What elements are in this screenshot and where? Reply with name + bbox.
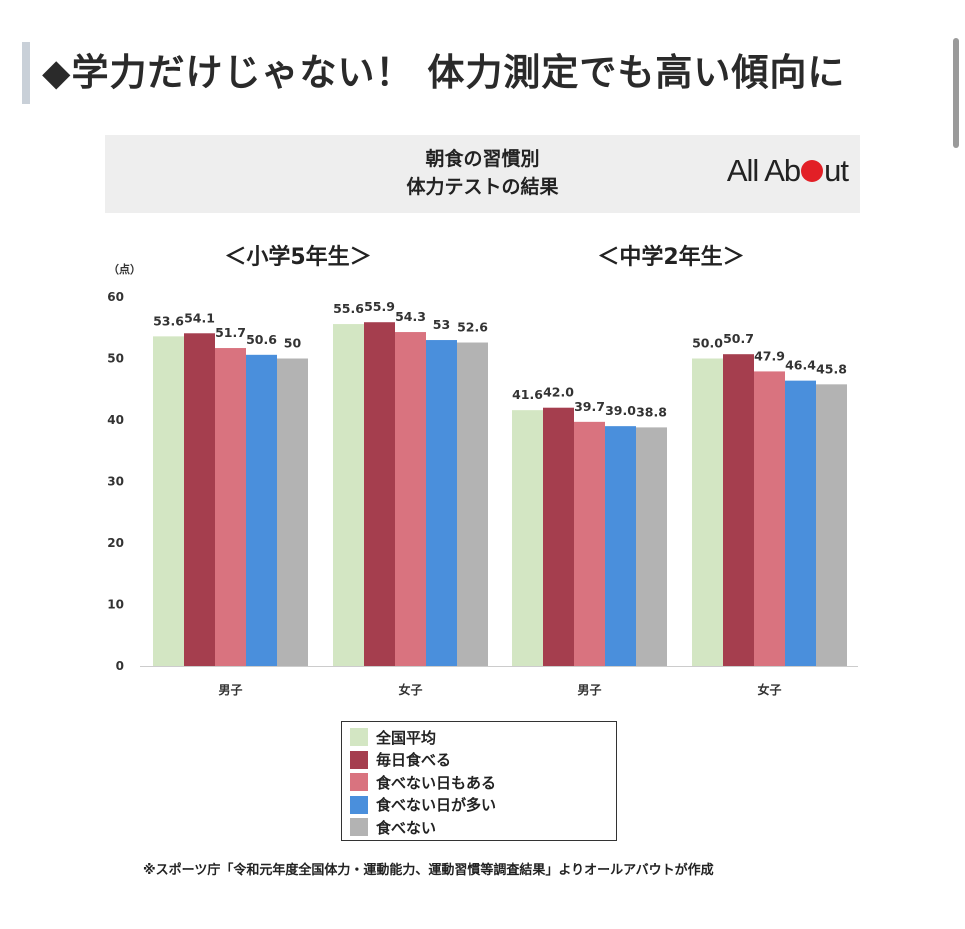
- legend-label: 全国平均: [376, 728, 437, 747]
- data-label: 47.9: [754, 348, 785, 363]
- x-tick-label: 女子: [398, 682, 422, 697]
- y-tick-label: 0: [116, 659, 124, 673]
- bar: [364, 322, 395, 666]
- legend-label: 食べない: [376, 818, 437, 837]
- data-label: 46.4: [785, 358, 816, 373]
- bar: [215, 348, 246, 666]
- bar: [457, 342, 488, 666]
- data-label: 52.6: [457, 320, 488, 335]
- group-label: ＜中学2年生＞: [597, 244, 744, 270]
- data-label: 50.7: [723, 331, 754, 346]
- data-label: 51.7: [215, 325, 246, 340]
- page-heading: ◆学力だけじゃない！ 体力測定でも高い傾向に: [42, 51, 846, 94]
- data-label: 55.6: [333, 301, 364, 316]
- data-label: 41.6: [512, 387, 543, 402]
- data-label: 55.9: [364, 299, 395, 314]
- legend-label: 食べない日が多い: [376, 796, 497, 815]
- logo-red-dot-icon: [801, 160, 824, 182]
- legend-item: 食べない: [350, 816, 608, 839]
- bar: [277, 358, 308, 666]
- data-label: 42.0: [543, 385, 574, 400]
- y-tick-label: 30: [107, 475, 124, 489]
- bar: [605, 426, 636, 666]
- data-label: 50.6: [246, 332, 277, 347]
- data-label: 54.1: [184, 310, 215, 325]
- legend-item: 全国平均: [350, 726, 608, 749]
- data-label: 38.8: [636, 404, 667, 419]
- bar: [785, 380, 816, 666]
- figure-title-line1: 朝食の習慣別: [425, 148, 540, 170]
- legend-label: 毎日食べる: [376, 751, 452, 770]
- bar: [636, 427, 667, 666]
- x-tick-label: 男子: [577, 683, 601, 697]
- data-label: 39.7: [574, 399, 605, 414]
- y-axis-unit: （点）: [108, 262, 141, 276]
- data-label: 39.0: [605, 403, 636, 418]
- allabout-logo: All Ab ut: [726, 153, 849, 189]
- data-label: 53.6: [153, 313, 184, 328]
- data-label: 54.3: [395, 309, 426, 324]
- bar: [426, 340, 457, 666]
- heading-accent-bar: [22, 42, 30, 104]
- data-label: 53: [433, 317, 450, 332]
- data-label: 50: [284, 336, 302, 351]
- legend-swatch: [350, 818, 368, 837]
- legend-swatch: [350, 795, 368, 814]
- legend-item: 食べない日もある: [350, 771, 608, 794]
- bar: [692, 358, 723, 666]
- legend-swatch: [350, 750, 368, 769]
- bar: [574, 421, 605, 666]
- figure-header: 朝食の習慣別 体力テストの結果 All Ab ut: [105, 135, 860, 213]
- logo-text-part1: All Ab: [726, 153, 801, 188]
- y-tick-label: 10: [107, 598, 124, 612]
- bar: [754, 371, 785, 666]
- y-tick-label: 20: [107, 536, 124, 550]
- figure-title: 朝食の習慣別 体力テストの結果: [105, 145, 860, 201]
- bar: [153, 336, 184, 666]
- logo-text-part2: ut: [824, 153, 849, 188]
- figure-title-line2: 体力テストの結果: [406, 176, 559, 198]
- chart-legend: 全国平均毎日食べる食べない日もある 食べない日が多い 食べない: [341, 721, 617, 841]
- scrollbar[interactable]: [953, 38, 959, 148]
- legend-label: 食べない日もある: [376, 773, 497, 792]
- legend-swatch: [350, 728, 368, 747]
- bar: [246, 354, 277, 666]
- bar: [543, 407, 574, 666]
- group-label: ＜小学5年生＞: [224, 244, 371, 270]
- data-label: 50.0: [692, 336, 723, 351]
- y-tick-label: 50: [107, 352, 124, 366]
- bar: [395, 332, 426, 666]
- bar: [723, 354, 754, 666]
- bar: [184, 333, 215, 666]
- y-tick-label: 40: [107, 413, 124, 427]
- legend-item: 毎日食べる: [350, 749, 608, 772]
- legend-swatch: [350, 773, 368, 792]
- bar: [816, 384, 847, 666]
- legend-item: 食べない日が多い: [350, 794, 608, 817]
- source-note: ※スポーツ庁「令和元年度全国体力・運動能力、運動習慣等調査結果」よりオールアバウ…: [143, 863, 714, 878]
- y-tick-label: 60: [107, 290, 124, 304]
- data-label: 45.8: [816, 361, 847, 376]
- bar: [333, 324, 364, 666]
- x-tick-label: 男子: [218, 683, 242, 697]
- bar: [512, 410, 543, 666]
- x-tick-label: 女子: [757, 682, 781, 697]
